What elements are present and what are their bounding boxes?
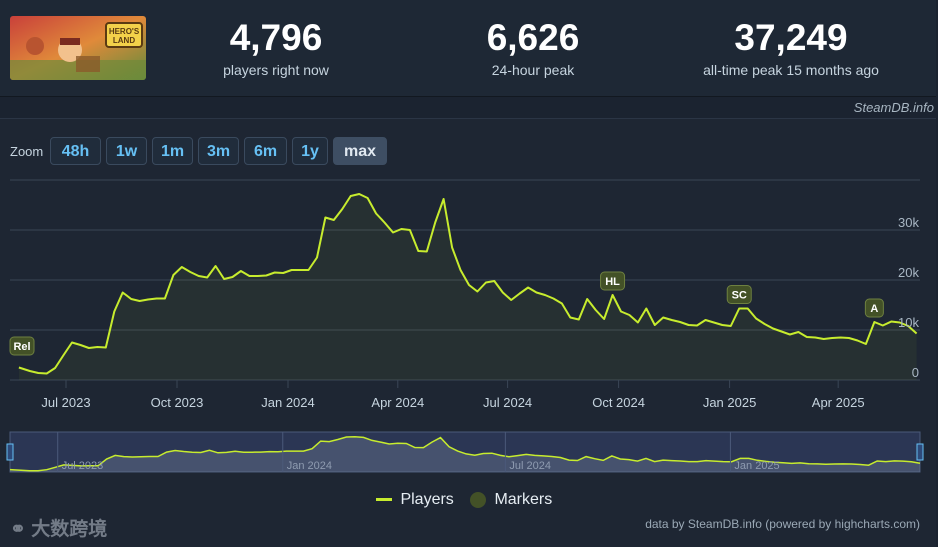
steamdb-credit-top[interactable]: SteamDB.info xyxy=(853,100,934,115)
y-axis: 0 10k 20k 30k xyxy=(898,215,919,380)
watermark-logo: ⚭ 大数跨境 xyxy=(10,514,107,541)
navigator-label: Jan 2024 xyxy=(287,460,332,472)
x-tick-label: Jul 2024 xyxy=(483,395,532,410)
x-tick-label: Oct 2024 xyxy=(592,395,645,410)
legend-item-players[interactable]: Players xyxy=(376,491,454,509)
24h-peak-label: 24-hour peak xyxy=(491,62,575,78)
marker-label: SC xyxy=(732,290,747,302)
marker-hl: HL xyxy=(600,271,626,291)
marker-label: HL xyxy=(605,276,620,288)
legend-label-players: Players xyxy=(400,491,454,508)
zoom-button-1y[interactable]: 1y xyxy=(292,137,328,165)
x-tick-label: Jan 2024 xyxy=(261,395,315,410)
marker-rel: Rel xyxy=(9,336,35,356)
y-tick-label: 0 xyxy=(912,365,919,380)
navigator-label: Jul 2023 xyxy=(62,460,104,472)
navigator-label: Jul 2024 xyxy=(509,460,551,472)
navigator-handle-left[interactable] xyxy=(6,443,14,461)
stat-players-now: 4,796 players right now xyxy=(196,17,356,79)
marker-badge xyxy=(864,298,884,318)
x-tick-label: Jul 2023 xyxy=(41,395,90,410)
x-tick-label: Jan 2025 xyxy=(703,395,757,410)
players-now-value: 4,796 xyxy=(229,17,323,58)
zoom-button-max[interactable]: max xyxy=(333,137,387,165)
grid xyxy=(10,179,920,381)
players-now-label: players right now xyxy=(223,62,329,78)
x-tick-label: Apr 2025 xyxy=(812,395,865,410)
marker-a: A xyxy=(864,298,884,318)
players-series xyxy=(18,193,918,375)
footer-credit[interactable]: data by SteamDB.info (powered by highcha… xyxy=(645,517,920,531)
marker-label: Rel xyxy=(13,341,30,353)
24h-peak-value: 6,626 xyxy=(486,17,580,58)
navigator-line xyxy=(9,435,921,472)
all-time-peak-value: 37,249 xyxy=(734,17,848,58)
navigator-handle-right[interactable] xyxy=(916,443,924,461)
legend-marker-icon xyxy=(470,491,486,508)
zoom-label: Zoom xyxy=(10,144,44,159)
watermark-text: 大数跨境 xyxy=(31,519,108,540)
legend-item-markers[interactable]: Markers xyxy=(470,491,552,509)
zoom-button-1w[interactable]: 1w xyxy=(106,137,147,165)
navigator-mask xyxy=(10,432,920,472)
thumbnail-logo-line1: HERO'S xyxy=(109,27,140,36)
players-line xyxy=(18,193,918,375)
marker-badge xyxy=(9,336,35,356)
stat-24h-peak: 6,626 24-hour peak xyxy=(448,17,618,79)
x-tick-label: Apr 2024 xyxy=(371,395,424,410)
marker-badge xyxy=(726,285,752,304)
x-axis: Jul 2023 Oct 2023 Jan 2024 Apr 2024 Jul 2024… xyxy=(41,380,865,410)
area-fill xyxy=(18,194,917,380)
y-tick-label: 30k xyxy=(898,215,919,230)
navigator[interactable]: Jul 2023 Jan 2024 Jul 2024 Jan 2025 xyxy=(6,431,924,473)
stat-all-time-peak: 37,249 all-time peak 15 months ago xyxy=(680,17,902,79)
x-tick-label: Oct 2023 xyxy=(151,395,204,410)
y-tick-label: 20k xyxy=(898,265,919,280)
markers: Rel HL SC A xyxy=(9,271,884,356)
chart-panel xyxy=(0,118,936,547)
all-time-peak-label: all-time peak 15 months ago xyxy=(703,62,879,78)
zoom-button-1m[interactable]: 1m xyxy=(152,137,193,165)
watermark-icon: ⚭ xyxy=(10,519,26,540)
navigator-area xyxy=(10,436,920,472)
stats-bar: HERO'S LAND 4,796 players right now 6,62… xyxy=(0,0,936,97)
zoom-button-48h[interactable]: 48h xyxy=(50,137,101,165)
marker-sc: SC xyxy=(726,285,752,304)
zoom-button-3m[interactable]: 3m xyxy=(198,137,239,165)
navigator-label: Jan 2025 xyxy=(734,460,779,472)
marker-badge xyxy=(600,271,626,291)
thumbnail-logo-line2: LAND xyxy=(113,36,135,45)
zoom-button-6m[interactable]: 6m xyxy=(244,137,287,165)
game-thumbnail[interactable]: HERO'S LAND xyxy=(10,16,146,80)
players-area xyxy=(18,194,917,380)
y-tick-label: 10k xyxy=(898,315,919,330)
marker-label: A xyxy=(870,303,878,315)
game-thumbnail-art: HERO'S LAND xyxy=(10,16,146,80)
legend-line-icon xyxy=(376,498,392,502)
legend-label-markers: Markers xyxy=(494,491,553,508)
